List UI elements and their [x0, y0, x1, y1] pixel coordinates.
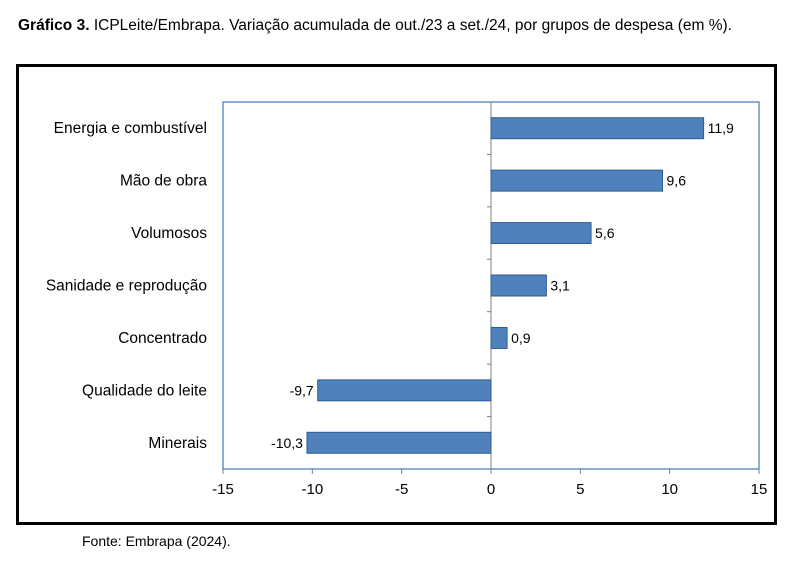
bar [306, 431, 492, 454]
bar [490, 169, 664, 192]
bar [490, 274, 547, 297]
x-tick-label: -15 [212, 481, 234, 498]
caption-text: ICPLeite/Embrapa. Variação acumulada de … [93, 17, 732, 34]
bar-chart: -15 -10 -5 0 5 10 15 Energia e combustível 11,9 M… [46, 101, 768, 498]
value-label: 0,9 [511, 330, 531, 346]
category-label: Minerais [148, 435, 207, 452]
value-label: -9,7 [290, 382, 314, 398]
category-label: Qualidade do leite [82, 382, 207, 399]
value-label: -10,3 [271, 435, 303, 451]
x-tick-label: 10 [661, 481, 678, 498]
chart-frame: -15 -10 -5 0 5 10 15 Energia e combustível 11,9 M… [16, 64, 777, 525]
category-label: Volumosos [131, 225, 207, 242]
x-tick-label: -5 [395, 481, 408, 498]
chart-caption: Gráfico 3. ICPLeite/Embrapa. Variação ac… [18, 14, 788, 37]
x-tick-label: 5 [576, 481, 584, 498]
bar [490, 326, 508, 349]
x-tick-label: -10 [301, 481, 323, 498]
category-label: Energia e combustível [54, 120, 207, 137]
source-note: Fonte: Embrapa (2024). [82, 533, 231, 549]
x-tick-label: 15 [751, 481, 768, 498]
value-label: 9,6 [667, 173, 687, 189]
category-label: Concentrado [118, 330, 207, 347]
caption-label: Gráfico 3. [18, 17, 90, 34]
bar [490, 222, 592, 245]
bar [317, 379, 492, 402]
x-tick-label: 0 [487, 481, 495, 498]
bar [490, 117, 705, 140]
value-label: 3,1 [550, 278, 570, 294]
value-label: 5,6 [595, 225, 615, 241]
category-label: Mão de obra [120, 173, 207, 190]
value-label: 11,9 [708, 120, 734, 136]
category-label: Sanidade e reprodução [46, 278, 207, 295]
